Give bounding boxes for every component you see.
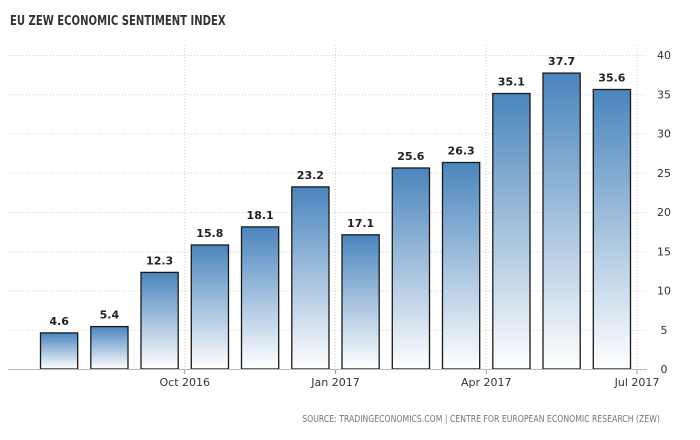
data-label: 5.4 xyxy=(100,309,120,322)
y-tick-label: 10 xyxy=(657,285,671,298)
chart-source: SOURCE: TRADINGECONOMICS.COM | CENTRE FO… xyxy=(302,414,660,425)
data-label: 4.6 xyxy=(49,315,69,328)
y-tick-label: 5 xyxy=(661,324,668,337)
data-label: 18.1 xyxy=(247,209,274,222)
x-tick-label: Jan 2017 xyxy=(310,376,359,389)
y-tick-label: 25 xyxy=(657,167,671,180)
bar xyxy=(542,72,581,370)
chart-title: EU ZEW ECONOMIC SENTIMENT INDEX xyxy=(10,14,226,29)
bar xyxy=(291,186,330,370)
bar xyxy=(592,88,632,370)
y-tick-label: 40 xyxy=(657,49,671,62)
y-axis: 0 5 10 15 20 25 30 35 40 xyxy=(657,49,671,376)
data-label: 25.6 xyxy=(397,150,424,163)
data-labels: 4.6 5.4 12.3 15.8 18.1 23.2 17.1 25.6 26.3 35.1 37… xyxy=(49,55,625,328)
data-label: 26.3 xyxy=(448,145,475,158)
bar xyxy=(39,332,79,370)
x-tick-label: Jul 2017 xyxy=(614,376,660,389)
data-label: 23.2 xyxy=(297,169,324,182)
x-axis: Oct 2016 Jan 2017 Apr 2017 Jul 2017 xyxy=(8,369,659,389)
data-label: 15.8 xyxy=(196,227,223,240)
bar xyxy=(240,226,280,370)
x-tick-label: Apr 2017 xyxy=(461,376,512,389)
data-label: 35.6 xyxy=(598,72,625,85)
bar xyxy=(391,167,431,370)
y-tick-label: 15 xyxy=(657,245,671,258)
data-label: 37.7 xyxy=(548,55,575,68)
gridlines xyxy=(8,45,647,370)
bar xyxy=(492,92,531,370)
bar xyxy=(90,325,129,370)
data-label: 17.1 xyxy=(347,217,374,230)
y-tick-label: 35 xyxy=(657,88,671,101)
y-tick-label: 20 xyxy=(657,206,671,219)
y-tick-label: 30 xyxy=(657,128,671,141)
bar xyxy=(190,244,230,370)
y-tick-label: 0 xyxy=(661,363,668,376)
data-label: 12.3 xyxy=(146,254,173,267)
data-label: 35.1 xyxy=(498,75,525,88)
bar xyxy=(140,271,179,370)
bar xyxy=(441,161,481,370)
bar xyxy=(341,234,380,370)
x-tick-label: Oct 2016 xyxy=(159,376,210,389)
